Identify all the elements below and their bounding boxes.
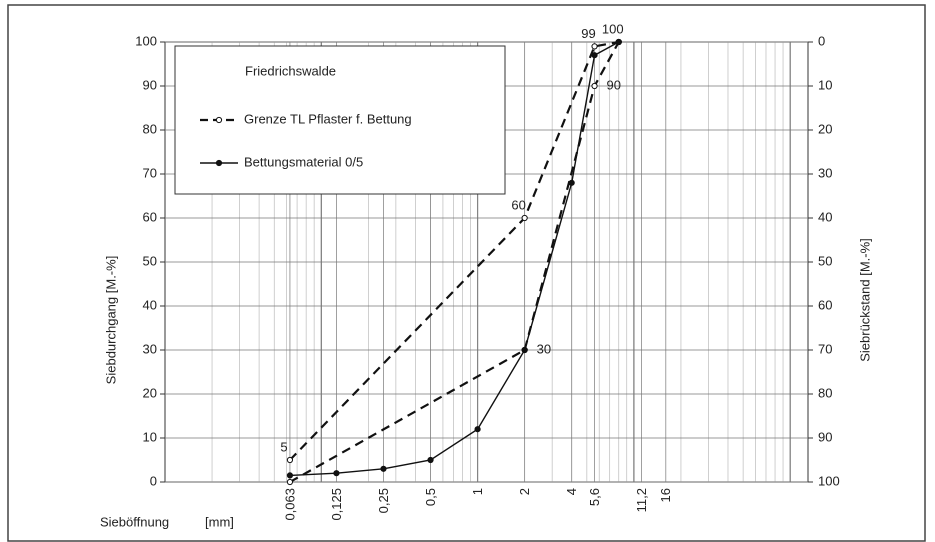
x-tick-label: 0,25 xyxy=(376,488,391,513)
point xyxy=(286,456,294,464)
point xyxy=(333,470,340,477)
y-tick-label: 0 xyxy=(150,473,157,488)
x-tick-label: 5,6 xyxy=(587,488,602,506)
legend-marker xyxy=(215,116,223,124)
y-tick-label: 50 xyxy=(143,253,157,268)
y-tick-label: 80 xyxy=(143,121,157,136)
annotation: 99 xyxy=(581,26,595,41)
x-tick-label: 1 xyxy=(470,488,485,495)
x-tick-label: 16 xyxy=(658,488,673,502)
point xyxy=(427,456,434,464)
y2-tick-label: 100 xyxy=(818,473,840,488)
y2-tick-label: 80 xyxy=(818,385,832,400)
annotation: 30 xyxy=(537,341,551,356)
point xyxy=(591,52,598,59)
marks xyxy=(286,38,622,486)
x-tick-label: 11,2 xyxy=(634,488,649,512)
legend-marker xyxy=(215,159,223,167)
y-axis-label: Siebdurchgang [M.-%] xyxy=(103,256,118,385)
x-axis-unit: [mm] xyxy=(205,514,234,529)
point xyxy=(286,478,294,486)
y2-tick-label: 20 xyxy=(818,121,832,136)
x-tick-label: 2 xyxy=(517,488,532,495)
y2-tick-label: 90 xyxy=(818,429,832,444)
series-line xyxy=(289,40,619,461)
point xyxy=(591,82,598,90)
x-tick-label: 0,125 xyxy=(329,488,344,521)
x-tick-label: 0,5 xyxy=(423,488,438,506)
y2-tick-label: 40 xyxy=(818,209,832,224)
frame xyxy=(7,4,926,542)
legend-title: Friedrichswalde xyxy=(245,63,336,78)
annotation: 90 xyxy=(607,77,621,92)
annotation: 60 xyxy=(511,197,525,212)
y-tick-label: 60 xyxy=(143,209,157,224)
y-tick-label: 90 xyxy=(143,77,157,92)
legend-label: Bettungsmaterial 0/5 xyxy=(244,154,363,169)
point xyxy=(521,346,528,354)
y2-axis-label: Siebrückstand [M.-%] xyxy=(857,238,872,362)
y2-tick-label: 70 xyxy=(818,341,832,356)
x-axis-label: Sieböffnung xyxy=(100,514,169,529)
y-tick-label: 40 xyxy=(143,297,157,312)
y2-tick-label: 30 xyxy=(818,165,832,180)
series-line xyxy=(289,41,620,483)
point xyxy=(615,38,622,46)
y2-tick-label: 60 xyxy=(818,297,832,312)
y2-tick-label: 50 xyxy=(818,253,832,268)
point xyxy=(286,472,294,479)
y-tick-label: 30 xyxy=(143,341,157,356)
point xyxy=(521,214,528,222)
annotation: 100 xyxy=(602,21,624,36)
y-tick-label: 100 xyxy=(135,33,157,48)
y2-tick-label: 0 xyxy=(818,33,825,48)
point xyxy=(474,426,481,433)
x-tick-label: 0,063 xyxy=(282,488,297,521)
x-tick-label: 4 xyxy=(564,488,579,495)
y-tick-label: 10 xyxy=(143,429,157,444)
point xyxy=(568,179,575,186)
y-tick-label: 70 xyxy=(143,165,157,180)
y2-tick-label: 10 xyxy=(818,77,832,92)
y-tick-label: 20 xyxy=(143,385,157,400)
legend-label: Grenze TL Pflaster f. Bettung xyxy=(244,111,412,126)
annotation: 5 xyxy=(280,439,287,454)
point xyxy=(380,465,387,472)
point xyxy=(591,43,598,50)
